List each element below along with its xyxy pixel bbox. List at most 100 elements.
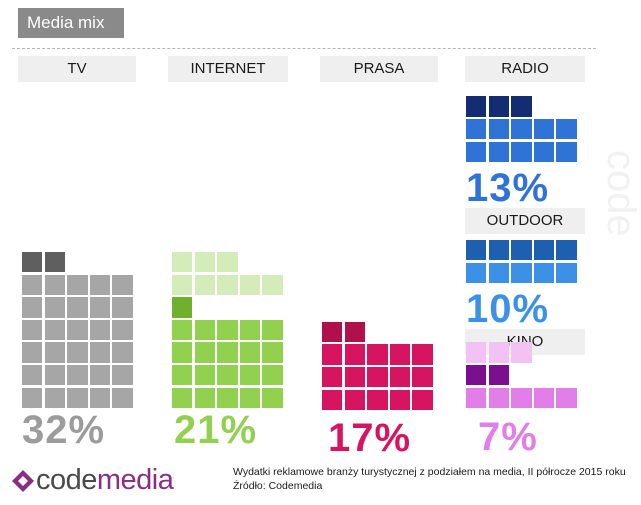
waffle-cell-tv <box>67 365 88 386</box>
waffle-cell-kino <box>488 365 509 386</box>
waffle-cell-kino <box>488 387 509 408</box>
waffle-cell-pale-kino <box>488 342 509 363</box>
waffle-cell-tv <box>89 365 111 386</box>
codemedia-logo-icon <box>12 470 34 492</box>
waffle-cell-radio <box>533 119 555 140</box>
waffle-cell-prasa <box>322 321 343 343</box>
waffle-cell-radio <box>556 141 577 162</box>
footnote-source: Źródło: Codemedia <box>233 480 323 492</box>
waffle-cell-radio <box>488 96 509 117</box>
waffle-cell-outdoor <box>533 262 555 283</box>
waffle-cell-tv <box>67 387 88 408</box>
waffle-cell-tv <box>44 252 65 273</box>
waffle-cell-internet <box>172 342 193 363</box>
waffle-cell-prasa <box>389 367 411 388</box>
waffle-cell-tv <box>67 342 88 363</box>
waffle-cell-tv <box>112 342 133 363</box>
waffle-cell-prasa <box>344 321 365 343</box>
waffle-cell-radio <box>511 96 532 117</box>
codemedia-logo: codemedia <box>36 462 174 498</box>
value-label-outdoor: 10% <box>466 287 550 331</box>
waffle-cell-pale-kino <box>511 342 532 363</box>
waffle-cell-tv <box>89 387 111 408</box>
waffle-cell-tv <box>44 387 65 408</box>
waffle-cell-outdoor <box>488 240 509 261</box>
chart-title: Media mix <box>18 8 124 38</box>
waffle-cell-tv <box>44 365 65 386</box>
waffle-cell-tv <box>112 319 133 341</box>
waffle-cell-tv <box>22 297 43 318</box>
waffle-cell-prasa <box>344 389 365 410</box>
waffle-cell-tv <box>112 274 133 295</box>
waffle-cell-tv <box>44 274 65 295</box>
waffle-cell-outdoor <box>466 240 487 261</box>
waffle-cell-tv <box>22 274 43 295</box>
waffle-cell-prasa <box>322 344 343 365</box>
waffle-cell-internet <box>194 319 215 341</box>
waffle-cell-internet <box>239 342 261 363</box>
waffle-cell-internet <box>172 319 193 341</box>
waffle-cell-prasa <box>322 367 343 388</box>
waffle-cell-outdoor <box>556 262 577 283</box>
waffle-cell-tv <box>112 297 133 318</box>
logo-text-media: media <box>96 464 174 496</box>
waffle-cell-radio <box>533 141 555 162</box>
waffle-cell-prasa <box>322 389 343 410</box>
waffle-cell-internet <box>239 387 261 408</box>
waffle-cell-radio <box>556 119 577 140</box>
value-label-radio: 13% <box>466 166 550 210</box>
waffle-cell-prasa <box>412 389 433 410</box>
label-outdoor: OUTDOOR <box>465 208 585 234</box>
waffle-cell-internet <box>172 297 193 318</box>
waffle-cell-radio <box>466 141 487 162</box>
waffle-cell-prasa <box>412 344 433 365</box>
waffle-cell-pale-internet <box>239 274 261 295</box>
waffle-cell-tv <box>67 319 88 341</box>
waffle-cell-pale-internet <box>217 252 238 273</box>
watermark-text: code <box>603 150 641 237</box>
waffle-cell-pale-internet <box>194 252 215 273</box>
waffle-cell-pale-internet <box>217 274 238 295</box>
waffle-cell-radio <box>466 119 487 140</box>
waffle-cell-internet <box>239 365 261 386</box>
waffle-cell-pale-kino <box>466 342 487 363</box>
waffle-cell-prasa <box>367 389 388 410</box>
waffle-cell-prasa <box>367 344 388 365</box>
waffle-cell-pale-internet <box>172 252 193 273</box>
value-label-kino: 7% <box>478 415 538 459</box>
waffle-cell-prasa <box>412 367 433 388</box>
waffle-cell-internet <box>217 365 238 386</box>
waffle-cell-tv <box>89 319 111 341</box>
waffle-cell-tv <box>22 365 43 386</box>
waffle-cell-outdoor <box>488 262 509 283</box>
waffle-cell-internet <box>217 319 238 341</box>
waffle-cell-kino <box>533 387 555 408</box>
waffle-cell-tv <box>112 387 133 408</box>
waffle-cell-tv <box>22 342 43 363</box>
waffle-cell-prasa <box>389 389 411 410</box>
divider <box>12 48 596 49</box>
waffle-cell-tv <box>44 342 65 363</box>
footnote: Wydatki reklamowe branży turystycznej z … <box>233 465 626 493</box>
waffle-cell-internet <box>194 342 215 363</box>
waffle-cell-outdoor <box>466 262 487 283</box>
waffle-cell-radio <box>511 141 532 162</box>
waffle-cell-internet <box>262 387 283 408</box>
waffle-cell-internet <box>262 365 283 386</box>
waffle-cell-internet <box>172 387 193 408</box>
waffle-cell-tv <box>89 297 111 318</box>
waffle-cell-tv <box>22 319 43 341</box>
waffle-cell-internet <box>217 342 238 363</box>
value-label-internet: 21% <box>174 408 258 452</box>
waffle-cell-tv <box>89 342 111 363</box>
waffle-cell-internet <box>262 319 283 341</box>
waffle-cell-internet <box>217 387 238 408</box>
waffle-cell-prasa <box>344 344 365 365</box>
logo-text-code: code <box>36 464 97 496</box>
waffle-cell-outdoor <box>511 240 532 261</box>
label-prasa: PRASA <box>320 56 438 82</box>
label-radio: RADIO <box>465 56 585 82</box>
waffle-cell-internet <box>239 319 261 341</box>
waffle-cell-radio <box>488 119 509 140</box>
waffle-cell-outdoor <box>556 240 577 261</box>
